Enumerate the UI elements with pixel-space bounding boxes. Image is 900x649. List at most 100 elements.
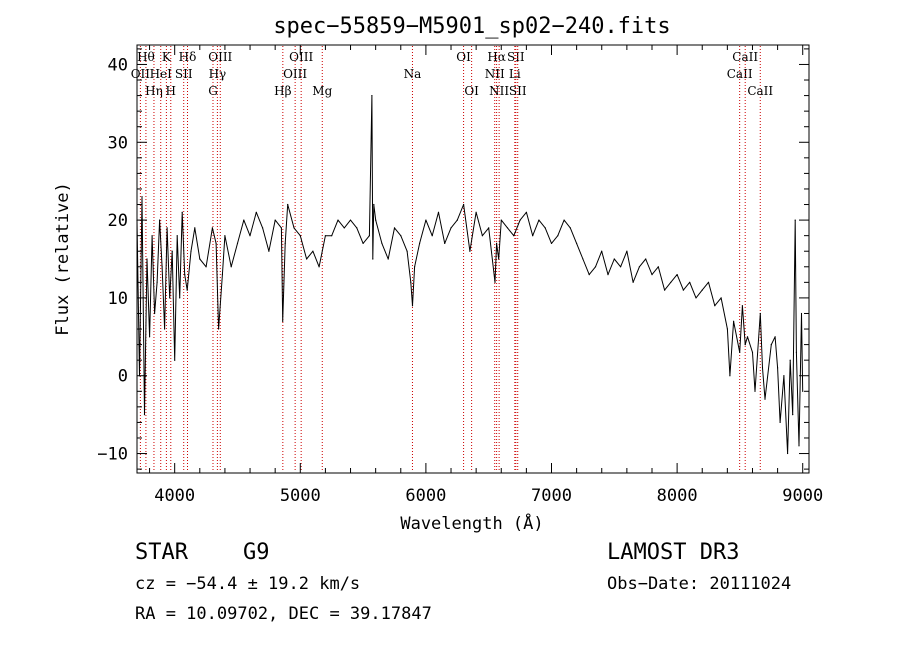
line-label-3: HeI: [150, 67, 173, 81]
data-point-23: [199, 258, 201, 260]
data-point-24: [205, 266, 207, 268]
data-point-39: [282, 320, 284, 322]
data-point-74: [463, 203, 465, 206]
data-point-56: [372, 258, 374, 260]
data-point-108: [664, 289, 666, 291]
data-point-47: [324, 235, 326, 237]
data-point-45: [312, 250, 314, 252]
data-point-58: [375, 219, 377, 221]
data-point-10: [161, 266, 163, 268]
data-point-33: [249, 235, 251, 237]
data-point-34: [255, 211, 257, 213]
data-point-66: [414, 266, 416, 268]
line-label-8: G: [208, 84, 218, 98]
data-point-69: [431, 235, 433, 237]
redshift-info: cz = −54.4 ± 19.2 km/s: [135, 574, 361, 594]
data-point-2: [141, 196, 143, 198]
data-point-8: [156, 281, 158, 283]
data-point-54: [368, 235, 370, 237]
object-class: STAR: [135, 540, 188, 565]
line-label-6: SII: [175, 67, 193, 81]
x-tick-label-9000: 9000: [782, 486, 823, 506]
data-point-57: [373, 203, 375, 206]
data-point-123: [744, 344, 746, 346]
data-point-126: [754, 390, 756, 392]
data-point-125: [751, 351, 754, 353]
x-tick-label-5000: 5000: [280, 486, 321, 506]
obs-date: Obs−Date: 20111024: [607, 574, 792, 594]
data-point-63: [406, 250, 408, 252]
data-point-95: [582, 258, 584, 260]
data-point-75: [469, 250, 471, 252]
data-point-25: [211, 227, 213, 229]
line-label-7: Hδ: [179, 50, 197, 64]
data-point-22: [194, 227, 196, 229]
y-axis: −10 0 10 20 30 40: [97, 48, 809, 470]
data-point-4: [146, 258, 148, 260]
data-point-104: [638, 266, 641, 268]
data-point-76: [475, 211, 477, 213]
data-point-80: [496, 242, 498, 244]
data-point-46: [318, 266, 320, 268]
data-point-120: [733, 320, 735, 322]
data-point-109: [670, 281, 672, 283]
data-point-110: [676, 274, 678, 276]
line-label-18: NII: [485, 67, 505, 81]
data-point-40: [284, 242, 286, 244]
data-point-114: [701, 289, 703, 291]
survey-name: LAMOST DR3: [607, 540, 740, 565]
y-tick-label-0: 0: [118, 367, 128, 387]
data-point-65: [411, 305, 414, 307]
line-label-16: OI: [456, 50, 471, 64]
line-label-23: SII: [509, 84, 527, 98]
data-point-72: [450, 227, 452, 229]
data-point-86: [525, 211, 528, 213]
line-label-1: Hη: [145, 84, 163, 98]
data-point-59: [381, 242, 383, 244]
data-point-119: [729, 375, 731, 377]
y-tick-label-20: 20: [108, 211, 128, 231]
data-point-133: [779, 421, 781, 423]
data-point-113: [695, 297, 697, 299]
data-point-85: [519, 219, 521, 221]
data-point-130: [770, 344, 772, 346]
data-point-88: [538, 219, 540, 221]
line-label-25: CaII: [732, 50, 758, 64]
data-point-129: [764, 398, 766, 400]
data-point-14: [171, 250, 173, 252]
data-point-92: [563, 219, 565, 221]
data-point-97: [594, 266, 597, 268]
data-point-38: [280, 227, 282, 229]
x-tick-label-4000: 4000: [154, 486, 195, 506]
data-point-83: [506, 227, 509, 229]
data-point-28: [221, 274, 223, 276]
data-point-79: [494, 281, 496, 283]
data-point-93: [569, 227, 571, 229]
line-label-13: OIII: [289, 50, 313, 64]
data-point-36: [268, 250, 270, 252]
data-point-136: [789, 359, 791, 361]
data-point-44: [306, 258, 308, 260]
data-point-111: [682, 289, 685, 291]
data-point-102: [626, 250, 628, 252]
data-point-127: [759, 312, 761, 315]
data-point-15: [174, 359, 176, 361]
data-point-6: [151, 235, 153, 237]
data-point-19: [184, 274, 186, 276]
data-point-61: [393, 227, 396, 229]
line-label-21: Li: [509, 67, 521, 81]
data-point-7: [154, 312, 156, 315]
y-axis-label: Flux (relative): [53, 182, 73, 336]
data-point-60: [387, 258, 389, 260]
line-label-19: Hα: [487, 50, 506, 64]
chart-title: spec−55859−M5901_sp02−240.fits: [273, 14, 670, 39]
data-point-82: [500, 219, 502, 221]
line-label-10: OIII: [208, 50, 232, 64]
data-point-116: [714, 305, 716, 307]
plot-frame: [136, 44, 810, 474]
line-label-5: H: [166, 84, 176, 98]
data-point-20: [186, 289, 188, 291]
data-point-37: [274, 219, 276, 221]
data-point-84: [513, 235, 515, 237]
